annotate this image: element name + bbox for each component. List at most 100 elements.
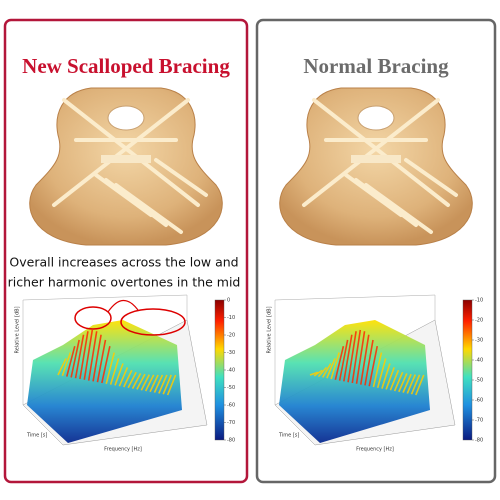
spectrum-ridge — [389, 369, 400, 391]
spectrum-ridge — [105, 352, 116, 384]
brace — [354, 178, 418, 227]
colorbar-tick-label: -70 — [227, 420, 235, 426]
spectrum-ridge — [118, 367, 129, 387]
spectrum-ridge — [114, 363, 124, 386]
brace — [52, 98, 190, 207]
spectrum-ridge — [334, 345, 345, 380]
spectrum-ridge — [74, 334, 85, 379]
panel-title: New Scalloped Bracing — [22, 54, 230, 78]
spectrum-ridge — [109, 358, 120, 385]
highlight — [120, 308, 186, 336]
guitar-top — [29, 87, 223, 246]
spectrum-ridge — [70, 339, 80, 378]
colorbar-tick-label: -70 — [475, 418, 483, 424]
colorbar-tick-label: -40 — [227, 368, 235, 374]
colorbar — [462, 299, 473, 441]
spectrum-ridge — [162, 374, 172, 395]
plot-wall — [22, 294, 188, 405]
spectrum-ridge — [368, 345, 379, 387]
spectrum-ridge — [92, 334, 102, 382]
spectrum-ridge — [330, 352, 340, 380]
colorbar-tick-label: -60 — [227, 403, 235, 409]
bridge-plate — [101, 155, 151, 163]
spectrum-ridge — [326, 358, 336, 379]
sound-hole — [357, 105, 395, 131]
colorbar-tick-label: -30 — [227, 350, 235, 356]
colorbar-tick-label: -20 — [227, 333, 235, 339]
panel: New Scalloped Bracing Overall increases a… — [8, 54, 241, 453]
axis-label: Frequency [Hz] — [104, 447, 142, 453]
spectrum-ridge — [338, 339, 349, 381]
axis-label: Time [s] — [278, 433, 299, 439]
colorbar-tick-label: -40 — [475, 358, 483, 364]
brace — [62, 98, 200, 207]
axis-label: Time [s] — [26, 433, 47, 439]
bridge-plate — [351, 155, 401, 163]
spectrum-ridge — [415, 374, 425, 396]
spectrum-ridge — [321, 363, 332, 378]
spectrum-ridge — [376, 358, 387, 389]
spectrum-ridge — [398, 373, 408, 393]
spectrum-ridge — [123, 369, 133, 388]
spectrum-ridge — [131, 373, 142, 389]
colorbar-tick-label: -50 — [227, 385, 235, 391]
spectrum-ridge — [317, 366, 328, 378]
colorbar-tick-label: -30 — [475, 338, 483, 344]
colorbar-tick-label: -60 — [475, 398, 483, 404]
spectrum-ridge — [140, 374, 151, 391]
spectrum-ridge — [61, 352, 72, 377]
spectrum-ridge — [83, 329, 94, 380]
colorbar-tick-label: 0 — [227, 298, 230, 304]
sound-hole — [107, 105, 145, 131]
spectrum-ridge — [355, 331, 366, 384]
colorbar-tick-label: -20 — [475, 318, 483, 324]
spectrum-ridge — [136, 373, 146, 390]
spectrum-mass — [27, 320, 182, 443]
highlight — [74, 306, 112, 330]
colorbar-tick-label: -80 — [227, 438, 235, 444]
axis-label: Relative Level [dB] — [15, 306, 21, 353]
brace — [154, 158, 208, 197]
spectrum-ridge — [364, 339, 374, 386]
panel: Normal Bracing Relative Level [dB] Frequen… — [267, 54, 484, 453]
spectrum-mass — [279, 320, 430, 443]
spectrum-ridge — [372, 352, 383, 388]
axis-label: Relative Level [dB] — [267, 306, 273, 353]
spectrum-ridge — [381, 363, 391, 389]
spectrum-ridge — [393, 371, 404, 392]
brace — [114, 183, 183, 234]
annotation: richer harmonic overtones in the mid — [8, 275, 241, 290]
plot-wall — [274, 294, 436, 405]
colorbar-tick-label: -80 — [475, 438, 483, 444]
spectrum-ridge — [343, 334, 353, 382]
spectrum-ridge — [79, 331, 89, 380]
spectrum-ridge — [101, 345, 111, 384]
spectrum-ridge — [351, 329, 362, 384]
highlight-link — [107, 299, 139, 313]
panel-title: Normal Bracing — [303, 54, 449, 78]
spectrum-ridge — [153, 374, 164, 393]
spectrum-ridge — [87, 331, 98, 381]
spectrum-ridge — [347, 331, 357, 383]
spectrum-ridge — [65, 345, 76, 377]
spectrum-ridge — [385, 367, 395, 390]
panels: New Scalloped Bracing Overall increases a… — [8, 54, 484, 453]
brace — [302, 98, 440, 207]
spectrum-ridge — [406, 374, 417, 394]
spectrum-ridge — [149, 374, 159, 393]
spectrum-ridge — [158, 374, 168, 394]
colorbar-tick-label: -10 — [227, 315, 235, 321]
spectrum-ridge — [313, 369, 323, 377]
brace — [404, 158, 458, 197]
colorbar — [214, 299, 225, 441]
spectrum-ridge — [410, 374, 421, 395]
spectrum-ridge — [166, 374, 177, 396]
spectrum-ridge — [127, 371, 137, 389]
colorbar-tick-label: -10 — [475, 298, 483, 304]
spectrum-ridge — [359, 334, 370, 385]
spectrum-ridge — [402, 373, 412, 393]
brace — [104, 178, 168, 227]
spectrum-ridge — [57, 358, 67, 376]
colorbar-tick-label: -50 — [475, 378, 483, 384]
